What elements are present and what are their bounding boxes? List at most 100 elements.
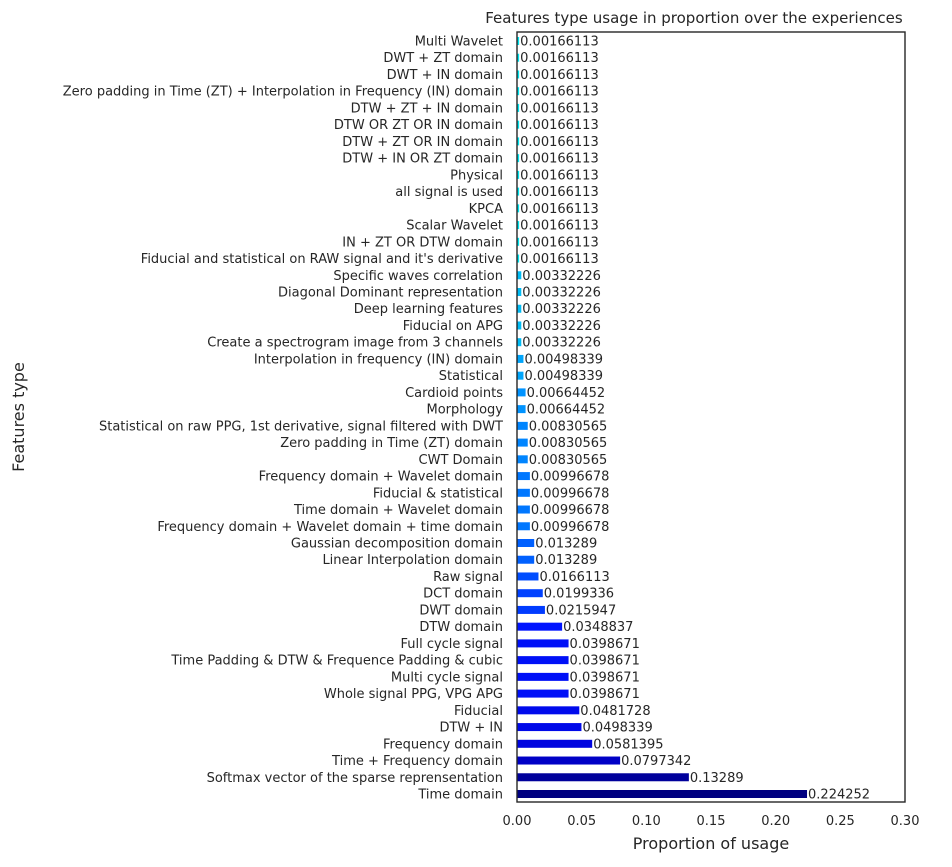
y-tick-label: Fiducial & statistical	[373, 486, 503, 501]
y-tick-label: DCT domain	[423, 587, 503, 602]
bar	[517, 790, 808, 798]
y-tick-label: CWT Domain	[419, 453, 503, 468]
value-label: 0.00166113	[520, 85, 599, 100]
x-tick-label: 0.05	[567, 814, 596, 829]
value-label: 0.0398671	[570, 637, 640, 652]
value-label: 0.00166113	[520, 168, 599, 183]
bar	[517, 639, 569, 648]
value-label: 0.00664452	[527, 403, 606, 418]
x-tick-label: 0.15	[697, 814, 726, 829]
y-tick-label: DTW + IN OR ZT domain	[342, 152, 503, 167]
value-label: 0.0581395	[593, 737, 663, 752]
bar	[517, 388, 526, 397]
value-label: 0.00996678	[531, 486, 610, 501]
y-tick-label: Specific waves correlation	[333, 269, 503, 284]
value-label: 0.00332226	[522, 302, 601, 317]
value-label: 0.00498339	[524, 352, 603, 367]
bar	[517, 522, 530, 531]
bar	[517, 354, 524, 363]
x-axis-label: Proportion of usage	[633, 834, 789, 853]
y-tick-label: Diagonal Dominant representation	[278, 286, 503, 301]
value-label: 0.0348837	[563, 620, 633, 635]
y-tick-label: Statistical on raw PPG, 1st derivative, …	[99, 419, 503, 434]
bar	[517, 70, 520, 79]
y-tick-label: Raw signal	[433, 570, 503, 585]
y-tick-label: Frequency domain	[383, 737, 503, 752]
value-label: 0.00166113	[520, 219, 599, 234]
y-tick-label: Time Padding & DTW & Frequence Padding &…	[170, 654, 503, 669]
y-tick-label: DWT + IN domain	[387, 68, 503, 83]
value-label: 0.00166113	[520, 118, 599, 133]
y-tick-label: all signal is used	[395, 185, 503, 200]
y-tick-label: Morphology	[427, 403, 504, 418]
bar	[517, 254, 520, 263]
value-label: 0.00830565	[529, 436, 608, 451]
y-tick-label: Time domain	[417, 788, 503, 803]
y-tick-label: DTW domain	[419, 620, 503, 635]
value-label: 0.00166113	[520, 51, 599, 66]
value-label: 0.00332226	[522, 286, 601, 301]
bar	[517, 120, 520, 129]
value-label: 0.00830565	[529, 453, 608, 468]
bar	[517, 288, 522, 296]
bar	[517, 304, 522, 313]
value-label: 0.0215947	[546, 603, 616, 618]
y-tick-label: DWT domain	[419, 603, 503, 618]
bar	[517, 103, 520, 112]
value-label: 0.13289	[690, 771, 744, 786]
y-tick-label: Zero padding in Time (ZT) + Interpolatio…	[63, 85, 503, 100]
bar	[517, 773, 689, 782]
value-label: 0.00996678	[531, 520, 610, 535]
y-tick-label: Full cycle signal	[400, 637, 503, 652]
y-tick-label: Time domain + Wavelet domain	[293, 503, 503, 518]
bar	[517, 37, 520, 45]
value-label: 0.0166113	[539, 570, 609, 585]
bar	[517, 505, 530, 514]
bar	[517, 756, 621, 765]
y-tick-label: Scalar Wavelet	[406, 219, 503, 234]
y-tick-label: DTW OR ZT OR IN domain	[334, 118, 503, 133]
bar	[517, 221, 520, 230]
bar	[517, 455, 528, 464]
value-label: 0.00332226	[522, 336, 601, 351]
bar	[517, 421, 528, 430]
bar	[517, 371, 524, 380]
value-label: 0.0797342	[621, 754, 691, 769]
bar	[517, 605, 545, 614]
value-label: 0.00166113	[520, 252, 599, 267]
bar	[517, 689, 569, 698]
value-label: 0.00996678	[531, 503, 610, 518]
bar	[517, 622, 563, 631]
bar	[517, 321, 522, 330]
bar	[517, 472, 530, 481]
value-label: 0.00166113	[520, 135, 599, 150]
value-label: 0.0498339	[582, 721, 652, 736]
value-label: 0.00166113	[520, 68, 599, 83]
bar	[517, 204, 520, 213]
bar	[517, 137, 520, 146]
value-label: 0.00332226	[522, 269, 601, 284]
bar	[517, 739, 593, 748]
bar	[517, 87, 520, 96]
y-tick-label: Fiducial on APG	[403, 319, 503, 334]
bar	[517, 488, 530, 497]
y-axis-label: Features type	[9, 362, 28, 472]
value-label: 0.00166113	[520, 35, 599, 50]
bar	[517, 187, 520, 196]
bar	[517, 723, 582, 732]
bar	[517, 271, 522, 280]
y-tick-label: DTW + ZT OR IN domain	[342, 135, 503, 150]
y-tick-label: Softmax vector of the sparse reprensenta…	[207, 771, 503, 786]
bar	[517, 656, 569, 665]
y-tick-label: Frequency domain + Wavelet domain	[259, 470, 503, 485]
y-tick-label: Statistical	[439, 369, 503, 384]
plot-frame	[516, 31, 906, 803]
bar	[517, 338, 522, 347]
bar	[517, 555, 535, 564]
value-label: 0.013289	[535, 537, 597, 552]
value-label: 0.224252	[808, 788, 870, 803]
value-label: 0.00664452	[527, 386, 606, 401]
